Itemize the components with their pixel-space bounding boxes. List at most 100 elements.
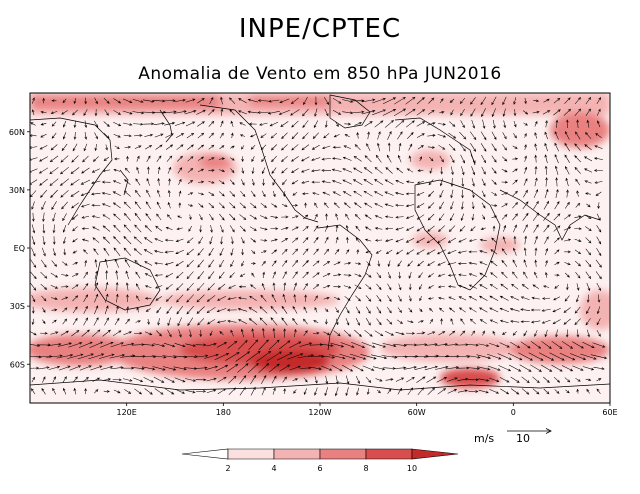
wind-vector-arrow — [382, 343, 397, 348]
wind-vector-arrow — [50, 331, 59, 335]
wind-vector-arrow — [167, 317, 171, 327]
wind-vector-arrow — [133, 377, 144, 383]
wind-vector-arrow — [363, 190, 373, 197]
wind-vector-arrow — [39, 178, 48, 186]
wind-vector-arrow — [587, 329, 590, 338]
wind-vector-arrow — [134, 145, 142, 149]
lon-tick-label: 120W — [308, 408, 331, 417]
wind-vector-arrow — [449, 330, 456, 336]
wind-vector-arrow — [165, 283, 173, 290]
wind-vector-arrow — [500, 283, 509, 290]
wind-vector-arrow — [230, 260, 235, 268]
wind-vector-arrow — [402, 355, 419, 358]
wind-vector-arrow — [574, 97, 581, 105]
wind-vector-arrow — [40, 283, 48, 290]
wind-vector-arrow — [501, 192, 509, 195]
wind-vector-arrow — [523, 122, 528, 126]
wind-vector-arrow — [198, 203, 204, 208]
wind-vector-arrow — [393, 108, 407, 117]
wind-vector-arrow — [208, 109, 215, 116]
wind-vector-arrow — [479, 307, 488, 313]
wind-vector-arrow — [543, 224, 550, 233]
wind-vector-arrow — [303, 282, 308, 291]
wind-vector-arrow — [291, 144, 299, 151]
wind-vector-arrow — [419, 156, 422, 162]
wind-vector-arrow — [281, 167, 288, 174]
wind-vector-arrow — [31, 97, 35, 104]
wind-vector-arrow — [330, 342, 345, 348]
wind-vector-arrow — [303, 214, 309, 220]
wind-vector-arrow — [387, 306, 392, 314]
wind-vector-arrow — [324, 108, 329, 117]
wind-vector-arrow — [405, 204, 415, 208]
wind-vector-arrow — [239, 375, 247, 385]
wind-vector-arrow — [311, 144, 320, 150]
wind-vector-arrow — [283, 191, 286, 198]
wind-vector-arrow — [289, 341, 302, 349]
wind-vector-arrow — [71, 202, 79, 209]
wind-vector-arrow — [405, 108, 416, 116]
wind-vector-arrow — [419, 295, 422, 302]
wind-vector-arrow — [333, 285, 342, 289]
wind-vector-arrow — [576, 329, 580, 338]
wind-vector-arrow — [447, 273, 456, 277]
wind-vector-arrow — [450, 189, 454, 199]
wind-vector-arrow — [72, 317, 78, 326]
wind-vector-arrow — [416, 133, 425, 138]
wind-vector-arrow — [487, 353, 502, 360]
wind-vector-arrow — [314, 96, 318, 106]
wind-vector-arrow — [313, 120, 319, 129]
wind-vector-arrow — [292, 305, 298, 314]
wind-vector-arrow — [554, 237, 560, 243]
wind-vector-arrow — [304, 202, 307, 208]
wind-vector-arrow — [60, 166, 69, 175]
wind-vector-arrow — [323, 296, 330, 300]
wind-vector-arrow — [185, 378, 197, 382]
wind-vector-arrow — [197, 271, 205, 280]
wind-vector-arrow — [418, 272, 423, 279]
wind-vector-arrow — [281, 215, 289, 219]
wind-vector-arrow — [259, 122, 268, 126]
wind-vector-arrow — [553, 296, 561, 301]
wind-vector-arrow — [321, 180, 331, 184]
wind-vector-arrow — [123, 331, 132, 336]
wind-vector-arrow — [143, 377, 154, 383]
wind-vector-arrow — [345, 375, 350, 385]
wind-vector-arrow — [385, 239, 393, 242]
wind-vector-arrow — [353, 202, 362, 209]
lat-tick-label: 30S — [10, 302, 25, 311]
wind-vector-arrow — [303, 330, 308, 337]
wind-vector-arrow — [470, 143, 477, 152]
wind-vector-arrow — [564, 154, 570, 163]
wind-vector-arrow — [364, 155, 372, 163]
wind-vector-arrow — [471, 119, 476, 129]
wind-vector-arrow — [595, 191, 602, 196]
wind-vector-arrow — [416, 203, 425, 208]
wind-vector-arrow — [126, 294, 129, 303]
wind-vector-arrow — [520, 320, 530, 324]
wind-vector-arrow — [303, 306, 308, 314]
wind-vector-arrow — [177, 155, 183, 162]
wind-vector-arrow — [343, 329, 352, 337]
wind-vector-arrow — [164, 262, 174, 266]
wind-vector-arrow — [50, 285, 59, 289]
wind-vector-arrow — [460, 318, 465, 325]
wind-vector-arrow — [292, 203, 299, 207]
wind-vector-arrow — [534, 247, 538, 256]
wind-vector-arrow — [374, 215, 383, 219]
wind-vector-arrow — [163, 342, 176, 348]
wind-vector-arrow — [175, 133, 185, 139]
wind-vector-arrow — [429, 156, 434, 162]
wind-vector-arrow — [574, 238, 582, 242]
wind-vector-arrow — [449, 213, 455, 222]
wind-vector-arrow — [564, 238, 572, 242]
wind-vector-arrow — [467, 378, 479, 382]
wind-vector-arrow — [439, 201, 444, 210]
wind-vector-arrow — [532, 110, 540, 114]
wind-vector-arrow — [374, 330, 384, 337]
wind-vector-arrow — [208, 191, 215, 196]
wind-vector-arrow — [313, 225, 319, 232]
wind-vector-arrow — [261, 190, 266, 198]
wind-vector-arrow — [510, 320, 520, 323]
wind-vector-arrow — [321, 169, 332, 172]
